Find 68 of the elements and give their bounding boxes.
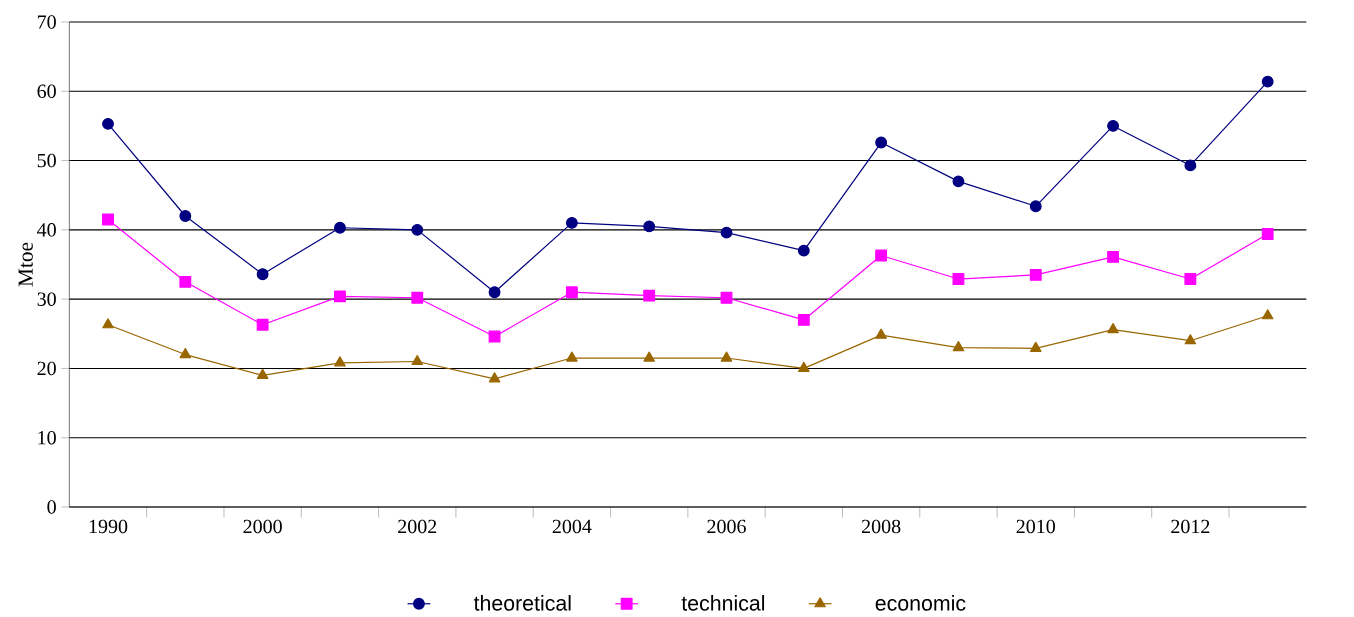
y-tick-label: 70 (37, 15, 56, 29)
point (643, 220, 656, 233)
point (720, 291, 733, 304)
x-tick-label: 2000 (243, 519, 282, 534)
point (1029, 268, 1042, 281)
point (334, 290, 346, 303)
point (1261, 309, 1274, 320)
point (256, 268, 269, 281)
point (565, 286, 578, 299)
point (179, 347, 192, 359)
y-axis-title: Mtoe (18, 242, 33, 287)
point (488, 372, 501, 383)
point (566, 351, 578, 362)
point (1184, 159, 1197, 172)
point (1261, 228, 1274, 240)
x-tick-label: 2012 (1171, 519, 1210, 534)
y-tick-label: 40 (37, 223, 56, 237)
point (720, 351, 733, 362)
point (411, 223, 424, 236)
point (720, 226, 733, 239)
point (643, 351, 655, 362)
x-tick-label: 2010 (1016, 519, 1055, 534)
x-tick-label: 2004 (552, 519, 592, 534)
y-tick-label: 10 (38, 430, 56, 445)
point (1107, 250, 1119, 263)
y-tick-label: 20 (37, 361, 56, 376)
y-tick-label: 50 (37, 153, 56, 168)
point (102, 117, 114, 130)
point (797, 244, 810, 257)
point (643, 289, 656, 302)
point (256, 368, 269, 379)
point (1261, 75, 1274, 88)
point (1184, 273, 1197, 285)
point (1107, 119, 1119, 132)
point (1107, 323, 1119, 334)
point (875, 136, 888, 149)
y-tick-label: 60 (37, 84, 56, 99)
point (488, 286, 501, 299)
point (334, 356, 346, 367)
point (1029, 200, 1042, 213)
x-tick-label: 2008 (862, 519, 901, 534)
point (565, 216, 578, 229)
x-tick-label: 2002 (398, 519, 437, 534)
point (952, 341, 965, 352)
y-tick-label: 30 (37, 292, 56, 306)
point (952, 175, 965, 188)
point (875, 249, 888, 262)
x-tick-label: 1990 (89, 519, 128, 534)
point (179, 275, 192, 288)
legend-label: economic (875, 595, 966, 611)
point (411, 354, 424, 366)
point (797, 313, 810, 326)
point (1184, 334, 1197, 345)
point (1029, 341, 1042, 352)
legend-label: technical (681, 595, 765, 611)
point (798, 361, 810, 373)
x-tick-label: 2006 (707, 519, 746, 534)
legend-label: theoretical (473, 595, 571, 611)
point (875, 328, 887, 339)
point (102, 318, 114, 329)
point (334, 221, 346, 234)
point (256, 318, 269, 331)
y-tick-label: 0 (47, 500, 56, 514)
point (179, 210, 192, 222)
point (102, 213, 114, 226)
point (411, 291, 424, 304)
point (488, 330, 501, 343)
point (952, 273, 965, 285)
